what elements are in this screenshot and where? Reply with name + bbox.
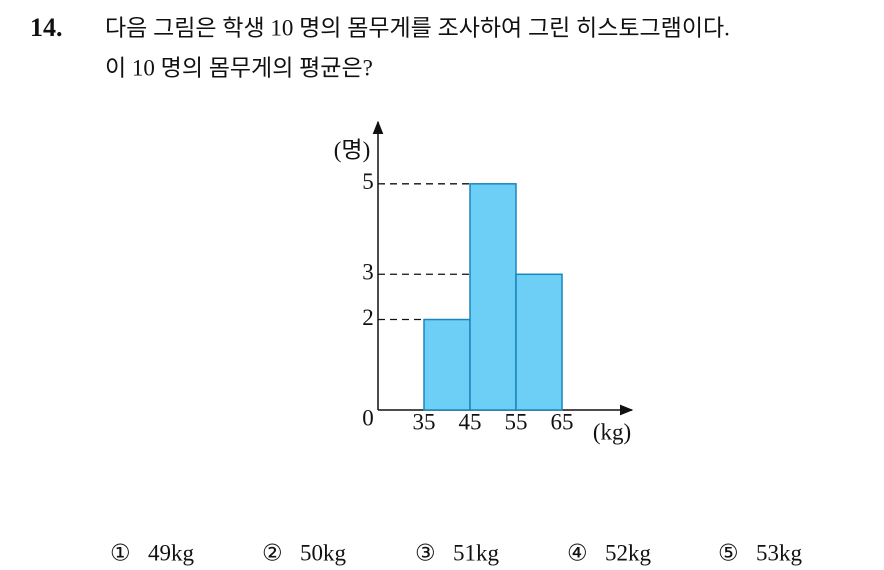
choice-text: 52kg <box>605 540 652 565</box>
y-axis-label: (명) <box>334 137 370 162</box>
y-tick-label: 5 <box>362 169 374 194</box>
x-tick-label: 65 <box>551 409 574 434</box>
question-number: 14. <box>30 13 63 42</box>
choice-text: 49kg <box>148 540 195 565</box>
choice-text: 50kg <box>300 540 347 565</box>
y-tick-label: 3 <box>362 260 374 285</box>
choice-text: 53kg <box>756 540 803 565</box>
choice-marker: ③ <box>415 540 436 565</box>
choice-marker: ④ <box>567 540 588 565</box>
y-tick-label: 0 <box>362 405 374 430</box>
choice-marker: ① <box>110 540 131 565</box>
bar <box>469 183 517 411</box>
choice-marker: ② <box>262 540 283 565</box>
question-text: 다음 그림은 학생 10 명의 몸무게를 조사하여 그린 히스토그램이다. <box>105 15 730 40</box>
question-text: 이 10 명의 몸무게의 평균은? <box>105 55 373 80</box>
choice-text: 51kg <box>453 540 500 565</box>
choice-marker: ⑤ <box>718 540 739 565</box>
bar <box>515 273 563 411</box>
bar <box>423 318 471 411</box>
x-tick-label: 55 <box>505 409 528 434</box>
y-tick-label: 2 <box>362 305 374 330</box>
x-tick-label: 35 <box>413 409 436 434</box>
x-axis-label: (kg) <box>593 419 631 444</box>
x-tick-label: 45 <box>459 409 482 434</box>
